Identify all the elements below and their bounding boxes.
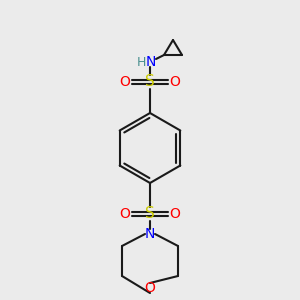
Text: O: O xyxy=(120,207,130,221)
Text: H: H xyxy=(136,56,146,68)
Text: N: N xyxy=(146,55,156,69)
Text: O: O xyxy=(145,281,155,295)
Text: O: O xyxy=(169,75,180,89)
Text: S: S xyxy=(145,74,155,89)
Text: O: O xyxy=(169,207,180,221)
Text: N: N xyxy=(145,227,155,241)
Text: S: S xyxy=(145,206,155,221)
Text: O: O xyxy=(120,75,130,89)
